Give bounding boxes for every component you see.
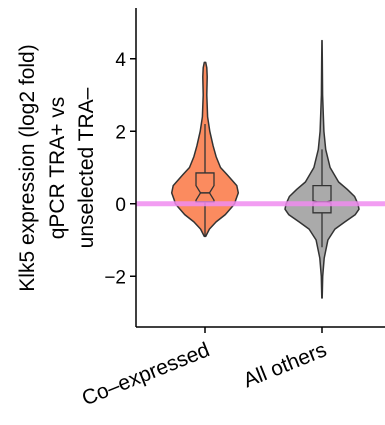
violin-group-2 xyxy=(284,39,360,299)
y-axis-title-line: unselected TRA– xyxy=(75,87,98,248)
y-tick-label: 2 xyxy=(115,122,126,143)
axes xyxy=(135,8,385,328)
violin-group-1 xyxy=(170,61,240,238)
plot-area xyxy=(136,39,385,299)
y-tick-label: 4 xyxy=(115,50,126,71)
x-category-label: Co–expressed xyxy=(79,338,213,410)
x-category-label: All others xyxy=(240,338,330,392)
y-tick-label: −2 xyxy=(104,267,126,288)
y-tick-label: 0 xyxy=(115,195,126,216)
y-axis-title: Klk5 expression (log2 fold) qPCR TRA+ vs u… xyxy=(16,44,98,291)
x-axis-ticks: Co–expressed All others xyxy=(79,327,330,410)
y-axis-ticks: −2 0 2 4 xyxy=(104,50,136,288)
y-axis-title-line: qPCR TRA+ vs xyxy=(46,97,69,240)
y-axis-title-line: Klk5 expression (log2 fold) xyxy=(16,44,39,291)
